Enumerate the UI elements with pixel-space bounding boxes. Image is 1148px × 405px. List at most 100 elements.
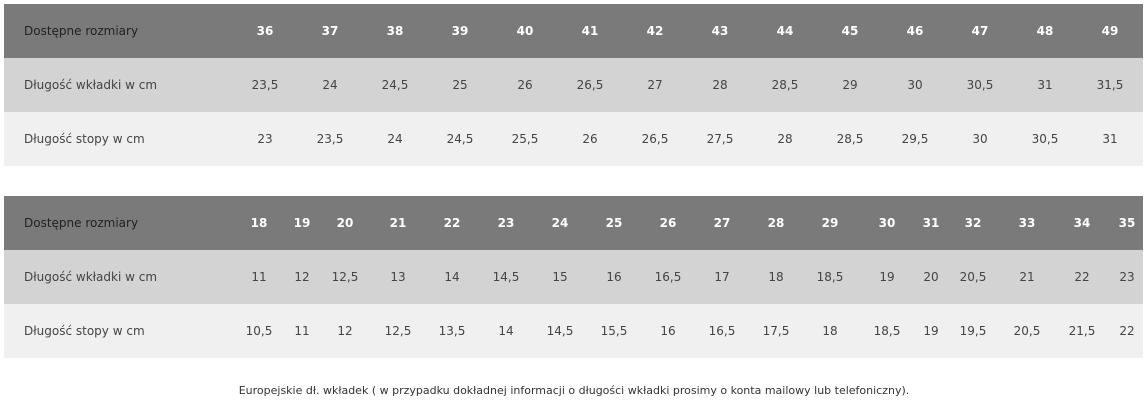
table-cell: 23 (257, 132, 273, 146)
size-table-kids: Dostępne rozmiary 18 19 20 21 22 23 24 25 26 27 28 2… (4, 196, 1143, 358)
table-cell: 23 (497, 216, 515, 230)
table-cell: 44 (776, 24, 794, 38)
sizes-row: Dostępne rozmiary 36 37 38 39 40 41 42 43 44 45 46 4… (4, 4, 1143, 58)
table-cell: 40 (516, 24, 534, 38)
table-cell: 12 (294, 270, 310, 284)
table-cell: 20,5 (1013, 324, 1041, 338)
row-label: Dostępne rozmiary (24, 216, 139, 230)
table-cell: 36 (256, 24, 274, 38)
table-cell: 15,5 (600, 324, 628, 338)
table-cell: 26 (659, 216, 677, 230)
table-cell: 35 (1118, 216, 1136, 230)
table-cell: 18 (250, 216, 268, 230)
table-cell: 23,5 (316, 132, 344, 146)
table-cell: 20,5 (959, 270, 987, 284)
table-cell: 22 (1119, 324, 1135, 338)
table-cell: 26 (582, 132, 598, 146)
table-cell: 26,5 (576, 78, 604, 92)
table-cell: 31 (1102, 132, 1118, 146)
table-cell: 46 (906, 24, 924, 38)
table-cell: 30 (907, 78, 923, 92)
table-cell: 12,5 (384, 324, 412, 338)
table-cell: 24 (322, 78, 338, 92)
table-cell: 30,5 (966, 78, 994, 92)
table-cell: 31 (1037, 78, 1053, 92)
table-cell: 34 (1073, 216, 1091, 230)
table-cell: 13,5 (438, 324, 466, 338)
row-label: Długość stopy w cm (24, 324, 145, 338)
insole-length-row: Długość wkładki w cm 11 12 12,5 13 14 14,5 15 16… (4, 250, 1143, 304)
table-cell: 30 (972, 132, 988, 146)
table-cell: 42 (646, 24, 664, 38)
table-cell: 18,5 (873, 324, 901, 338)
table-cell: 27 (713, 216, 731, 230)
table-cell: 39 (451, 24, 469, 38)
table-cell: 19 (879, 270, 895, 284)
table-cell: 29 (821, 216, 839, 230)
table-cell: 22 (1074, 270, 1090, 284)
table-cell: 19 (293, 216, 311, 230)
footer-note: Europejskie dł. wkładek ( w przypadku do… (238, 384, 910, 397)
table-cell: 41 (581, 24, 599, 38)
table-cell: 14 (444, 270, 460, 284)
table-cell: 43 (711, 24, 729, 38)
size-table-adult: Dostępne rozmiary 36 37 38 39 40 41 42 43 44 45 46 4… (4, 4, 1143, 166)
table-cell: 25 (452, 78, 468, 92)
table-cell: 13 (390, 270, 406, 284)
table-cell: 27 (647, 78, 663, 92)
table-cell: 27,5 (706, 132, 734, 146)
table-cell: 29,5 (901, 132, 929, 146)
table-cell: 18 (768, 270, 784, 284)
table-cell: 33 (1018, 216, 1036, 230)
table-cell: 48 (1036, 24, 1054, 38)
row-label: Długość wkładki w cm (24, 78, 158, 92)
table-cell: 38 (386, 24, 404, 38)
table-cell: 28 (767, 216, 785, 230)
table-cell: 29 (842, 78, 858, 92)
table-cell: 28,5 (771, 78, 799, 92)
foot-length-row: Długość stopy w cm 10,5 11 12 12,5 13,5 14 14,5… (4, 304, 1143, 358)
table-cell: 16,5 (708, 324, 736, 338)
table-cell: 30,5 (1031, 132, 1059, 146)
table-cell: 26 (517, 78, 533, 92)
table-cell: 11 (294, 324, 310, 338)
table-cell: 23 (1119, 270, 1135, 284)
table-cell: 28 (777, 132, 793, 146)
table-cell: 19 (923, 324, 939, 338)
table-cell: 12 (337, 324, 353, 338)
table-cell: 21,5 (1068, 324, 1096, 338)
table-cell: 24,5 (381, 78, 409, 92)
table-cell: 25,5 (511, 132, 539, 146)
table-cell: 25 (605, 216, 623, 230)
table-cell: 15 (552, 270, 568, 284)
table-cell: 21 (389, 216, 407, 230)
table-cell: 17,5 (762, 324, 790, 338)
table-cell: 12,5 (331, 270, 359, 284)
table-cell: 18 (822, 324, 838, 338)
table-cell: 16 (606, 270, 622, 284)
row-label: Długość stopy w cm (24, 132, 145, 146)
table-cell: 47 (971, 24, 989, 38)
table-cell: 24 (387, 132, 403, 146)
foot-length-row: Długość stopy w cm 23 23,5 24 24,5 25,5 26 26,5… (4, 112, 1143, 166)
table-cell: 31 (922, 216, 940, 230)
table-cell: 16 (660, 324, 676, 338)
table-cell: 19,5 (959, 324, 987, 338)
table-cell: 45 (841, 24, 859, 38)
table-cell: 20 (923, 270, 939, 284)
table-cell: 30 (878, 216, 896, 230)
table-cell: 24 (551, 216, 569, 230)
table-cell: 16,5 (654, 270, 682, 284)
row-label: Dostępne rozmiary (24, 24, 139, 38)
table-cell: 14,5 (492, 270, 520, 284)
row-label: Długość wkładki w cm (24, 270, 158, 284)
table-cell: 31,5 (1096, 78, 1124, 92)
table-cell: 10,5 (245, 324, 273, 338)
insole-length-row: Długość wkładki w cm 23,5 24 24,5 25 26 26,5 27… (4, 58, 1143, 112)
table-cell: 22 (443, 216, 461, 230)
table-cell: 28 (712, 78, 728, 92)
table-cell: 37 (321, 24, 339, 38)
table-cell: 28,5 (836, 132, 864, 146)
table-cell: 49 (1101, 24, 1119, 38)
table-cell: 23,5 (251, 78, 279, 92)
